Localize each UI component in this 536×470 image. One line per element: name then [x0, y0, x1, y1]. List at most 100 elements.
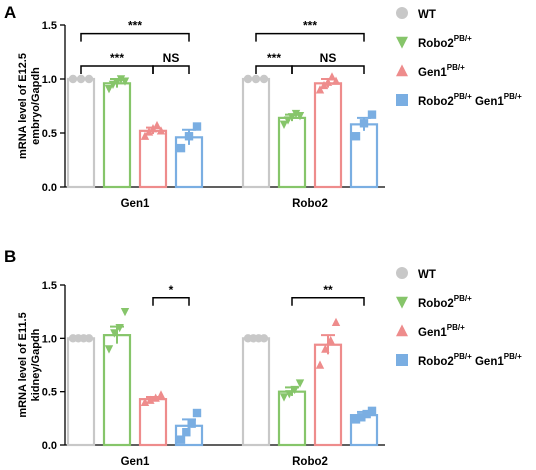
- y-tick-label: 1.0: [42, 74, 57, 86]
- legend-marker: [396, 7, 408, 19]
- data-point: [279, 120, 289, 129]
- bar: [66, 337, 96, 447]
- data-point: [323, 77, 333, 86]
- data-point: [120, 307, 130, 317]
- data-point: [151, 393, 160, 402]
- y-tick-label: 0.0: [42, 440, 57, 452]
- data-point: [326, 335, 335, 345]
- data-point: [351, 415, 361, 424]
- data-point: [140, 397, 150, 407]
- data-point: [110, 329, 119, 338]
- y-axis-label-line1: mRNA level of E11.5: [17, 312, 29, 417]
- x-category-label: Gen1: [121, 198, 150, 210]
- data-point: [104, 85, 114, 94]
- data-point: [259, 74, 269, 84]
- legend-label: Robo2PB/+: [418, 294, 472, 310]
- data-point: [84, 334, 94, 343]
- data-point: [319, 80, 329, 90]
- legend-sup: PB/+: [447, 323, 465, 332]
- bar: [241, 337, 271, 447]
- data-point: [283, 116, 293, 125]
- data-point: [152, 120, 162, 130]
- legend-marker: [396, 64, 408, 77]
- legend-text-2: Gen1: [472, 356, 505, 368]
- data-point: [321, 344, 330, 353]
- x-category-label: Robo2: [292, 456, 328, 468]
- data-point: [68, 74, 78, 84]
- data-point: [315, 85, 325, 94]
- legend-text: Gen1: [418, 67, 447, 79]
- legend-label: Robo2PB/+ Gen1PB/+: [418, 352, 522, 368]
- legend-marker: [396, 296, 408, 309]
- data-point: [279, 393, 289, 402]
- bar: [277, 390, 307, 447]
- data-point: [351, 132, 361, 141]
- data-point: [367, 110, 377, 119]
- significance-bracket: [80, 32, 190, 42]
- data-point: [192, 122, 202, 131]
- data-point: [144, 127, 154, 136]
- data-point: [295, 379, 305, 388]
- data-point: [187, 419, 196, 428]
- y-axis-label-line2: embryo/Gapdh: [30, 67, 42, 145]
- data-point: [291, 109, 301, 119]
- bar: [102, 82, 132, 189]
- legend-text: Robo2: [418, 356, 454, 368]
- data-point: [315, 360, 325, 369]
- bar: [313, 343, 343, 447]
- legend-text: Robo2: [418, 38, 454, 50]
- significance-bracket: [255, 32, 365, 42]
- significance-bracket: [152, 297, 190, 306]
- data-point: [357, 413, 366, 422]
- significance-label: ***: [267, 51, 281, 65]
- y-tick-label: 0.5: [42, 387, 57, 399]
- data-point: [259, 334, 269, 343]
- y-axis-label: mRNA level of E11.5 kidney/Gapdh: [17, 312, 42, 417]
- significance-bracket: [291, 297, 365, 306]
- legend-label: Gen1PB/+: [418, 323, 465, 339]
- legend-label: WT: [418, 269, 436, 281]
- significance-bracket: [291, 65, 365, 75]
- legend-marker: [396, 354, 408, 366]
- data-point: [331, 76, 341, 85]
- legend-sup: PB/+: [454, 92, 472, 101]
- legend-text: Robo2: [418, 96, 454, 108]
- legend-text: WT: [418, 269, 436, 281]
- legend-marker: [396, 94, 408, 106]
- bar: [241, 77, 271, 189]
- data-point: [290, 385, 299, 395]
- legend-text-2: Gen1: [472, 96, 505, 108]
- significance-bracket: [80, 65, 154, 75]
- y-axis-label-line2: kidney/Gapdh: [30, 328, 42, 401]
- significance-label: NS: [163, 51, 180, 65]
- x-category-label: Gen1: [121, 456, 150, 468]
- legend-label: Robo2PB/+ Gen1PB/+: [418, 92, 522, 108]
- data-point: [148, 124, 158, 133]
- legend-sup-2: PB/+: [504, 92, 522, 101]
- data-point: [184, 132, 194, 141]
- legend-sup: PB/+: [454, 294, 472, 303]
- data-point: [120, 77, 130, 86]
- panel-letter: B: [4, 247, 16, 266]
- bar: [66, 77, 96, 189]
- data-point: [104, 345, 114, 354]
- data-point: [251, 74, 261, 84]
- data-point: [76, 74, 86, 84]
- data-point: [156, 390, 166, 399]
- significance-bracket: [152, 65, 190, 75]
- legend-sup: PB/+: [454, 34, 472, 43]
- data-point: [359, 119, 369, 128]
- legend-sup: PB/+: [454, 352, 472, 361]
- legend-text: WT: [418, 9, 436, 21]
- y-tick-label: 1.0: [42, 333, 57, 345]
- data-point: [327, 72, 337, 81]
- data-point: [287, 113, 297, 122]
- data-point: [331, 317, 341, 327]
- legend-marker: [396, 324, 408, 337]
- y-tick-label: 1.5: [42, 20, 57, 32]
- legend-label: Robo2PB/+: [418, 34, 472, 50]
- significance-label: ***: [110, 51, 124, 65]
